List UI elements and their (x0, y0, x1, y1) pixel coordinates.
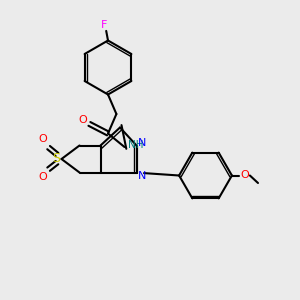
Text: O: O (38, 134, 47, 145)
Text: O: O (78, 115, 87, 125)
Text: O: O (38, 172, 47, 182)
Text: S: S (52, 152, 60, 165)
Text: N: N (138, 171, 147, 181)
Text: F: F (101, 20, 108, 30)
Text: N: N (138, 137, 147, 148)
Text: NH: NH (128, 140, 144, 150)
Text: O: O (240, 170, 249, 181)
